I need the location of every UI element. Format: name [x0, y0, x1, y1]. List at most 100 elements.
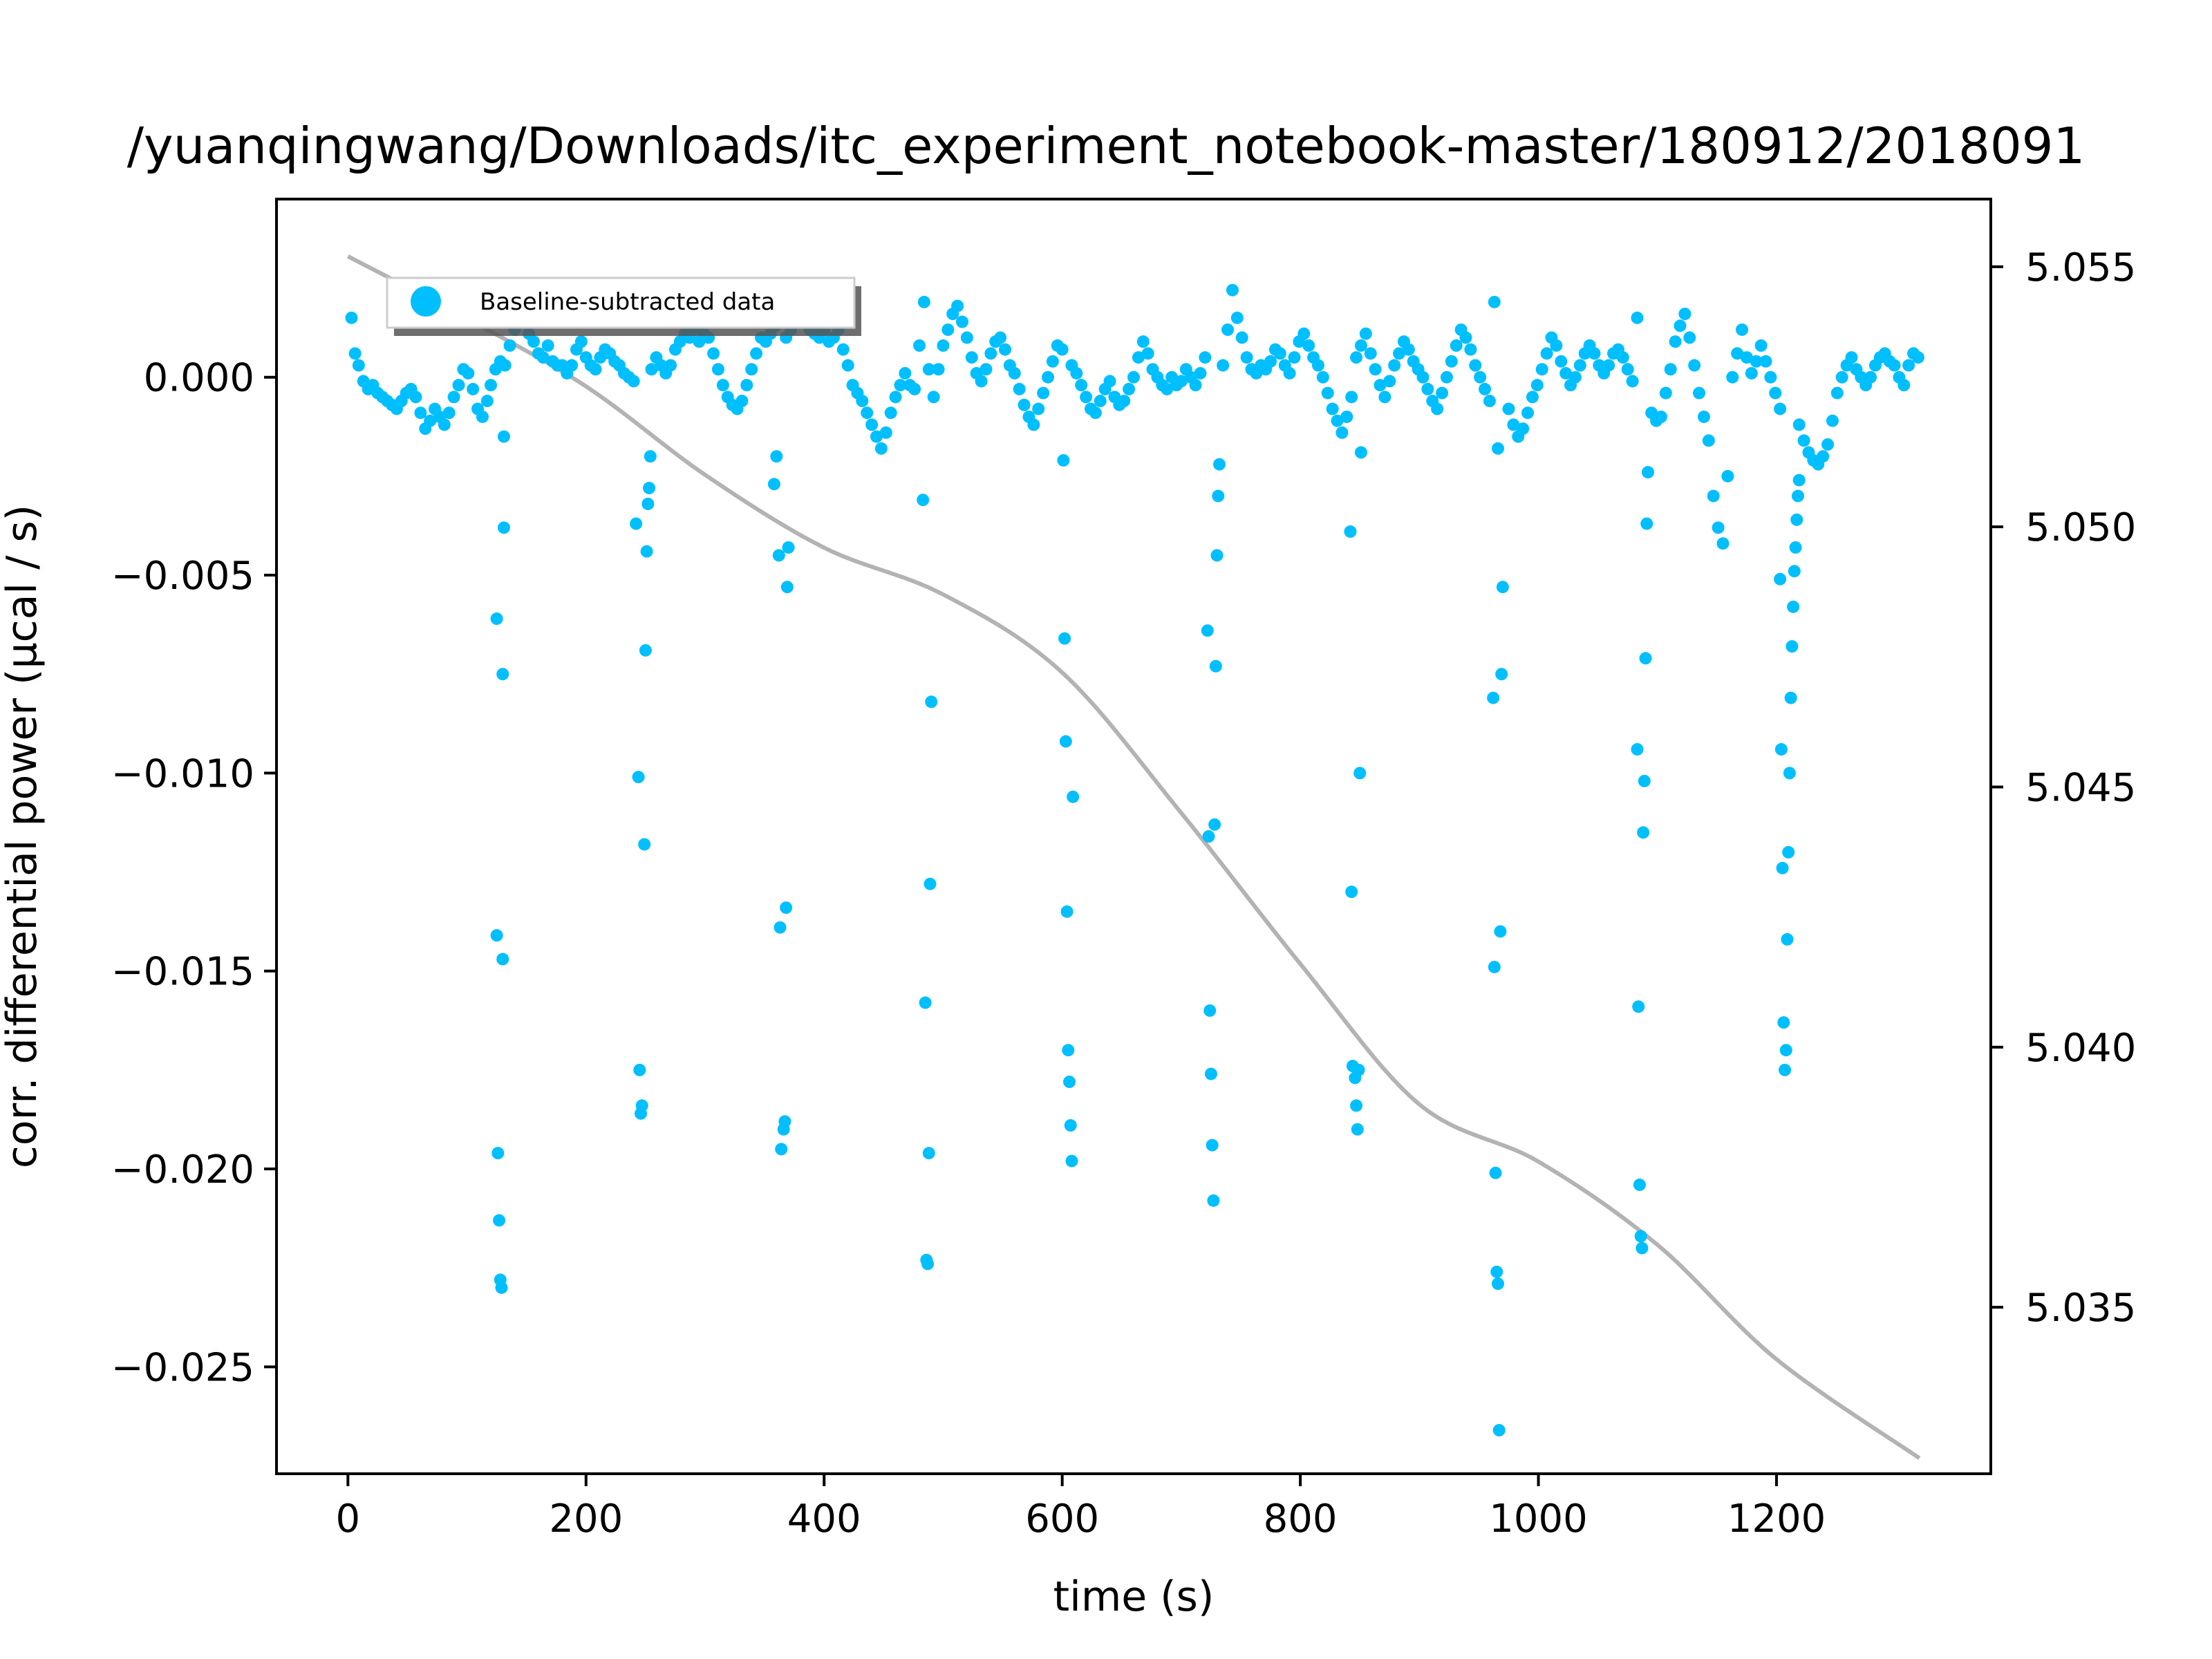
scatter-point — [1450, 339, 1463, 352]
scatter-point — [1459, 331, 1472, 344]
scatter-point — [1474, 371, 1487, 384]
scatter-point — [639, 644, 652, 657]
scatter-point — [1235, 331, 1248, 344]
scatter-point — [1416, 371, 1430, 384]
scatter-point — [1393, 347, 1406, 360]
scatter-point — [1037, 386, 1050, 400]
scatter-point — [994, 331, 1007, 344]
y2-tick-label: 5.050 — [2025, 505, 2136, 550]
scatter-point — [1830, 386, 1844, 400]
scatter-point — [770, 450, 783, 463]
y-tick-label: −0.020 — [111, 1147, 254, 1192]
scatter-point — [1431, 402, 1444, 415]
scatter-point — [1495, 668, 1508, 681]
y2-tick-label: 5.045 — [2025, 765, 2136, 810]
scatter-point — [345, 311, 358, 324]
scatter-point — [1032, 402, 1045, 415]
scatter-point — [1632, 1000, 1645, 1013]
scatter-point — [1635, 1241, 1649, 1255]
scatter-point — [493, 1214, 506, 1227]
scatter-point — [1573, 359, 1586, 372]
scatter-point — [1759, 355, 1772, 368]
scatter-point — [409, 391, 422, 404]
scatter-point — [496, 668, 509, 681]
scatter-point — [645, 363, 658, 376]
scatter-point — [1530, 379, 1544, 392]
scatter-point — [1075, 379, 1088, 392]
scatter-point — [1027, 418, 1040, 431]
scatter-point — [913, 339, 926, 352]
scatter-point — [956, 315, 968, 328]
scatter-point — [1206, 1138, 1219, 1152]
scatter-point — [707, 347, 720, 360]
scatter-point — [1507, 418, 1520, 431]
scatter-point — [1063, 1076, 1076, 1089]
x-tick-label: 200 — [549, 1497, 623, 1541]
scatter-point — [565, 359, 579, 372]
scatter-point — [1059, 735, 1072, 748]
scatter-point — [1787, 600, 1800, 613]
scatter-point — [644, 450, 657, 463]
scatter-point — [452, 379, 465, 392]
chart-title: /yuanqingwang/Downloads/itc_experiment_n… — [127, 117, 2086, 175]
scatter-point — [879, 426, 892, 439]
scatter-point — [1502, 402, 1515, 415]
scatter-point — [870, 430, 883, 443]
scatter-point — [919, 996, 932, 1009]
scatter-point — [1209, 659, 1222, 673]
scatter-point — [1060, 905, 1074, 918]
scatter-point — [641, 497, 655, 510]
scatter-point — [1062, 1044, 1075, 1057]
scatter-point — [1326, 402, 1339, 415]
scatter-point — [1469, 359, 1482, 372]
scatter-point — [1726, 371, 1739, 384]
scatter-point — [1302, 339, 1315, 352]
scatter-point — [1568, 371, 1582, 384]
scatter-point — [1792, 489, 1804, 503]
scatter-point — [874, 442, 888, 455]
scatter-point — [1683, 331, 1696, 344]
scatter-point — [1788, 565, 1801, 578]
scatter-point — [924, 877, 937, 890]
scatter-point — [1354, 446, 1367, 459]
scatter-point — [975, 375, 988, 388]
scatter-point — [1364, 347, 1377, 360]
scatter-point — [1731, 347, 1744, 360]
scatter-point — [1174, 375, 1188, 388]
scatter-point — [1212, 489, 1225, 503]
scatter-point — [778, 1115, 791, 1128]
scatter-point — [1440, 371, 1453, 384]
scatter-point — [1769, 386, 1782, 400]
scatter-point — [1488, 295, 1501, 308]
scatter-point — [1764, 371, 1777, 384]
right-axis-line — [346, 254, 1921, 1460]
scatter-point — [1702, 434, 1715, 447]
scatter-point — [1065, 1154, 1078, 1168]
right-axis-line-series — [346, 254, 1921, 1460]
scatter-point — [491, 1147, 505, 1160]
scatter-point — [442, 406, 456, 420]
scatter-point — [772, 549, 785, 562]
x-axis-label: time (s) — [1053, 1573, 1215, 1621]
scatter-point — [999, 343, 1011, 356]
scatter-point — [984, 347, 997, 360]
scatter-point — [1089, 406, 1102, 420]
scatter-point — [1634, 1230, 1647, 1243]
scatter-point — [1058, 632, 1071, 645]
scatter-point — [1654, 410, 1667, 423]
scatter-point — [1230, 311, 1244, 324]
scatter-point — [1132, 351, 1145, 364]
scatter-point — [1559, 366, 1573, 379]
scatter-point — [1046, 355, 1059, 368]
scatter-point — [1779, 1044, 1792, 1057]
scatter-point — [1311, 359, 1324, 372]
scatter-point — [1018, 398, 1031, 411]
scatter-point — [1602, 359, 1615, 372]
scatter-point — [1488, 960, 1501, 973]
scatter-point — [1754, 339, 1768, 352]
scatter-point — [1616, 351, 1629, 364]
scatter-point — [1042, 371, 1054, 384]
scatter-point — [1354, 339, 1367, 352]
scatter-point — [775, 1143, 788, 1156]
scatter-point — [633, 1063, 646, 1076]
